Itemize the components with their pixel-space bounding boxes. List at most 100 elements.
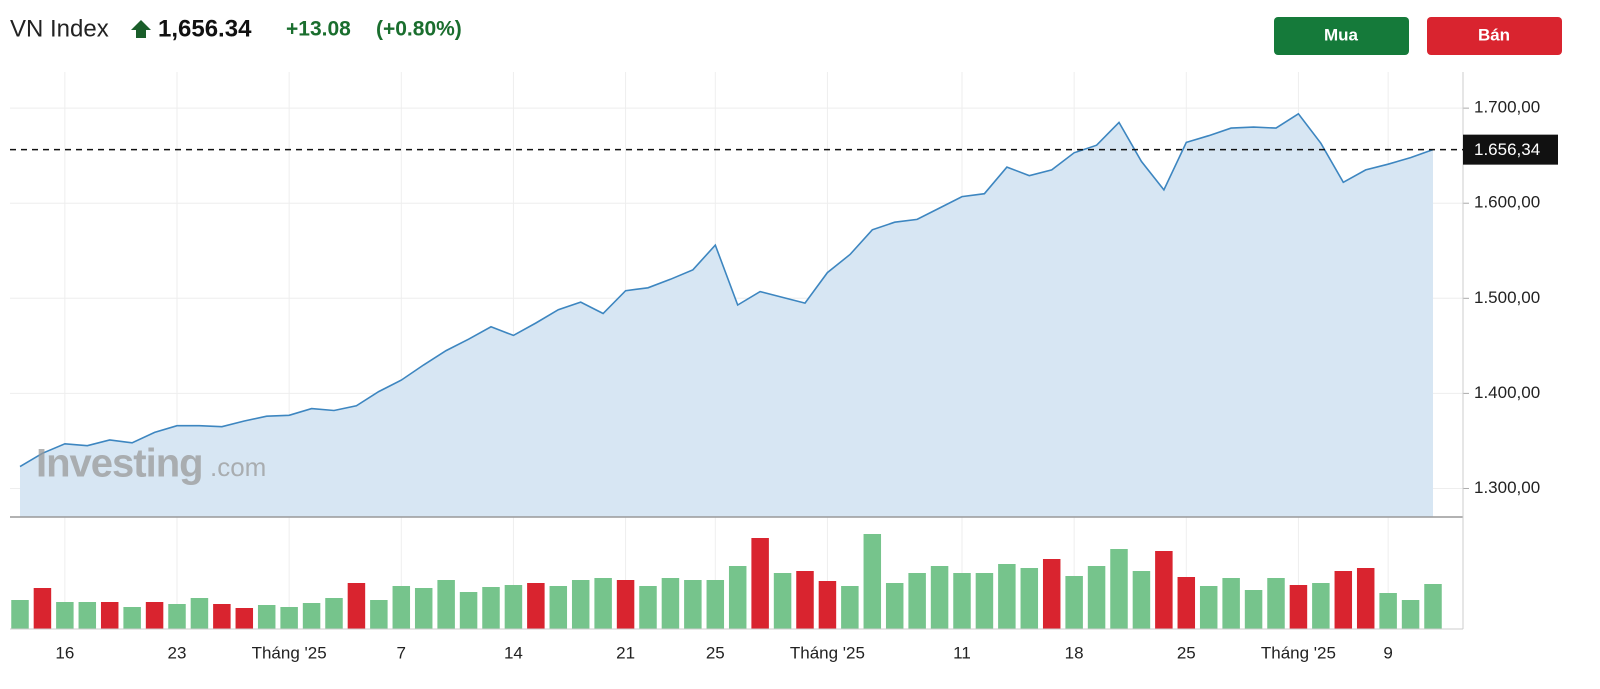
volume-bar (594, 578, 612, 629)
volume-bar (1155, 551, 1173, 629)
volume-bar (347, 583, 366, 629)
overlay: 1.300,00 1.400,00 1.500,00 1.600,00 1.700,00… (10, 98, 1558, 662)
x-tick-label: 16 (55, 643, 74, 662)
volume-bar (818, 581, 837, 629)
volume-bar (684, 580, 702, 629)
volume-bar (1222, 578, 1240, 629)
volume-bar (1177, 577, 1196, 629)
volume-bar (930, 566, 949, 629)
x-tick-label: 9 (1383, 643, 1392, 662)
volume-bar (213, 604, 231, 629)
y-tick-label: 1.300,00 (1474, 478, 1540, 497)
volume-bar (1065, 576, 1083, 629)
volume-bar (459, 592, 478, 629)
volume-bar (168, 604, 186, 629)
last-price-label: 1.656,34 (1474, 140, 1540, 159)
volume-bar (1132, 571, 1151, 629)
volume-bar (1244, 590, 1263, 629)
x-tick-label: 23 (168, 643, 187, 662)
x-tick-label: 21 (616, 643, 635, 662)
volume-bar (1267, 578, 1285, 629)
volume-bar (1289, 585, 1308, 629)
volume-bar (527, 583, 545, 629)
volume-bar (975, 573, 994, 629)
volume-bar (280, 607, 298, 629)
volume-bar (616, 580, 635, 629)
price: 1,656.34 (158, 15, 252, 42)
x-tick-label: 7 (397, 643, 406, 662)
volume-bar (11, 600, 29, 629)
change-pct: (+0.80%) (376, 18, 462, 41)
volume-bar (414, 588, 433, 629)
x-tick-label: 11 (953, 643, 971, 662)
volume-bar (392, 586, 411, 629)
volume-bar (863, 534, 882, 629)
x-tick-label: Tháng '25 (790, 643, 865, 662)
volume-bar (1087, 566, 1106, 629)
volume-bar (1401, 600, 1420, 629)
volume-bar (953, 573, 971, 629)
volume-bar (1356, 568, 1375, 629)
volume-bar (773, 573, 792, 629)
volume-bar (908, 573, 926, 629)
volume-bar (257, 605, 276, 629)
y-tick-label: 1.500,00 (1474, 288, 1540, 307)
x-tick-label: 25 (1177, 643, 1196, 662)
volume-bar (841, 586, 859, 629)
volume-bar (1042, 559, 1061, 629)
volume-bar (1110, 549, 1128, 629)
volume-bar (661, 578, 680, 629)
watermark-brand: Investing (36, 442, 203, 486)
sell-button[interactable] (1427, 17, 1562, 55)
volume-bar (235, 608, 254, 629)
y-tick-label: 1.400,00 (1474, 383, 1540, 402)
volume-bar (190, 598, 209, 629)
plot (11, 112, 1442, 629)
volume-bar (56, 602, 74, 629)
volume-bar (1424, 584, 1442, 629)
volume-bar (370, 600, 388, 629)
volume-bar (325, 598, 343, 629)
volume-bar (796, 571, 814, 629)
volume-bar (706, 580, 725, 629)
volume-bar (100, 602, 119, 629)
volume-bar (123, 607, 141, 629)
last-price-box (1463, 134, 1558, 165)
volume-bar (751, 538, 769, 629)
buy-button[interactable] (1274, 17, 1409, 55)
price-line (19, 112, 1434, 468)
volume-bar (1199, 586, 1218, 629)
volume-bar (885, 583, 904, 629)
x-tick-label: 25 (706, 643, 725, 662)
x-tick-label: 18 (1065, 643, 1084, 662)
price-area (20, 113, 1433, 518)
volume-bar (1334, 571, 1353, 629)
x-tick-label: Tháng '25 (252, 643, 327, 662)
sell-label[interactable]: Bán (1478, 25, 1510, 44)
up-arrow (131, 20, 151, 38)
volume-bar (504, 585, 523, 629)
x-tick-label: 14 (504, 643, 523, 662)
volume-bar (145, 602, 164, 629)
volume-bar (78, 602, 97, 629)
volume-bar (437, 580, 455, 629)
y-tick-label: 1.600,00 (1474, 193, 1540, 212)
volume-bar (728, 566, 747, 629)
volume-bar (482, 587, 500, 629)
watermark-suffix: .com (210, 452, 266, 482)
volume-bar (1379, 593, 1397, 629)
volume-bar (302, 603, 321, 629)
volume-bar (33, 588, 52, 629)
x-tick-label: Tháng '25 (1261, 643, 1336, 662)
volume-bar (1020, 568, 1039, 629)
buy-label[interactable]: Mua (1324, 25, 1359, 44)
volume-bar (549, 586, 568, 629)
volume-bar (998, 564, 1016, 629)
volume-bar (1312, 583, 1330, 629)
change: +13.08 (286, 18, 351, 41)
volume-bar (639, 586, 657, 629)
y-tick-label: 1.700,00 (1474, 98, 1540, 117)
symbol: VN Index (10, 15, 109, 42)
